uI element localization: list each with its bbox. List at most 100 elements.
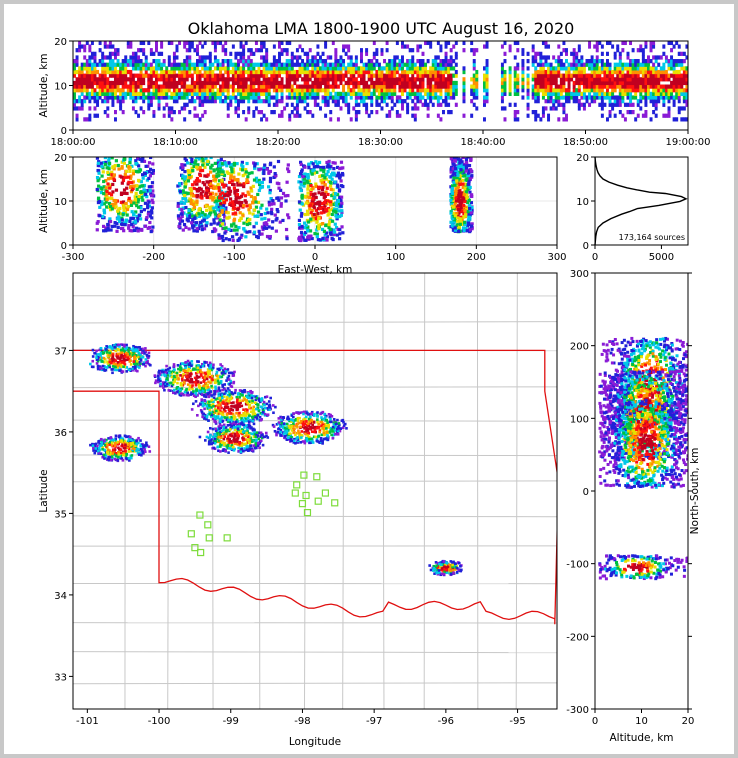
source-cell (103, 44, 107, 49)
source-cell (302, 184, 306, 188)
source-cell (398, 88, 402, 93)
source-cell (606, 41, 609, 46)
source-cell (181, 165, 185, 170)
source-cell (198, 69, 202, 75)
source-cell (354, 69, 358, 75)
source-cell (306, 191, 310, 195)
source-cell (357, 109, 361, 115)
source-cell (456, 171, 460, 175)
source-cell (285, 80, 289, 86)
source-cell (333, 222, 337, 226)
source-cell (126, 77, 130, 82)
source-cell (257, 48, 261, 53)
source-cell (270, 66, 274, 71)
source-cell (349, 80, 353, 86)
source-cell (126, 59, 130, 64)
source-cell (101, 59, 105, 64)
source-cell (338, 237, 342, 241)
source-cell (131, 66, 135, 71)
source-cell (226, 59, 230, 64)
source-cell (319, 66, 322, 71)
source-cell (221, 162, 225, 166)
source-cell (472, 80, 476, 86)
source-cell (459, 215, 463, 219)
source-cell (664, 59, 668, 64)
source-cell (303, 226, 307, 230)
source-cell (215, 199, 219, 203)
source-cell (299, 170, 304, 174)
source-cell (78, 66, 82, 71)
source-cell (262, 44, 266, 49)
source-cell (672, 77, 676, 82)
source-cell (293, 95, 297, 100)
source-cell (411, 88, 415, 93)
source-cell (131, 59, 135, 64)
county-lines (73, 273, 557, 709)
source-cell (137, 205, 141, 209)
source-cell (196, 113, 199, 118)
source-cell (260, 117, 264, 122)
source-cell (144, 73, 148, 78)
source-cell (500, 106, 504, 111)
source-cell (264, 226, 269, 230)
source-cell (467, 212, 471, 216)
source-cell (326, 88, 330, 93)
source-cell (426, 106, 430, 111)
source-cell (75, 99, 79, 104)
source-cell (362, 62, 366, 67)
source-cell (90, 66, 94, 71)
source-cell (431, 102, 435, 107)
source-cell (136, 227, 141, 231)
source-cell (559, 73, 563, 78)
source-cell (152, 88, 156, 93)
source-cell (286, 167, 290, 171)
source-cell (450, 186, 454, 191)
source-cell (121, 200, 126, 204)
source-cell (133, 220, 138, 224)
source-cell (439, 80, 443, 86)
source-cell (595, 69, 599, 75)
source-cell (534, 51, 538, 56)
source-cell (572, 55, 576, 60)
source-cell (195, 227, 199, 231)
source-cell (354, 113, 358, 118)
source-cell (365, 109, 369, 115)
source-cell (147, 106, 151, 111)
source-cell (137, 73, 141, 78)
source-cell (311, 88, 315, 93)
source-cell (464, 161, 469, 165)
source-cell (321, 165, 326, 170)
source-cell (260, 99, 264, 104)
source-cell (336, 117, 340, 122)
source-cell (554, 69, 558, 75)
source-cell (93, 69, 97, 75)
source-cell (108, 62, 112, 67)
source-cell (395, 80, 399, 86)
source-cell (162, 95, 166, 100)
source-cell (588, 62, 592, 67)
source-cell (242, 69, 246, 75)
source-cell (449, 66, 453, 71)
source-cell (234, 196, 238, 200)
source-cell (147, 161, 152, 165)
source-cell (623, 84, 627, 89)
source-cell (220, 210, 224, 214)
source-cell (439, 48, 443, 53)
source-cell (500, 91, 504, 96)
source-cell (621, 77, 625, 82)
source-cell (103, 95, 107, 100)
source-cell (590, 95, 594, 100)
source-cell (595, 88, 599, 93)
source-cell (220, 209, 224, 213)
source-cell (226, 95, 230, 100)
source-cell (463, 186, 468, 190)
source-cell (347, 69, 351, 75)
source-cell (406, 73, 410, 78)
source-cell (147, 41, 151, 46)
source-cell (451, 173, 455, 177)
source-cell (657, 95, 661, 100)
source-cell (111, 73, 115, 78)
source-cell (408, 88, 412, 93)
source-cell (134, 62, 138, 67)
source-cell (375, 73, 379, 78)
